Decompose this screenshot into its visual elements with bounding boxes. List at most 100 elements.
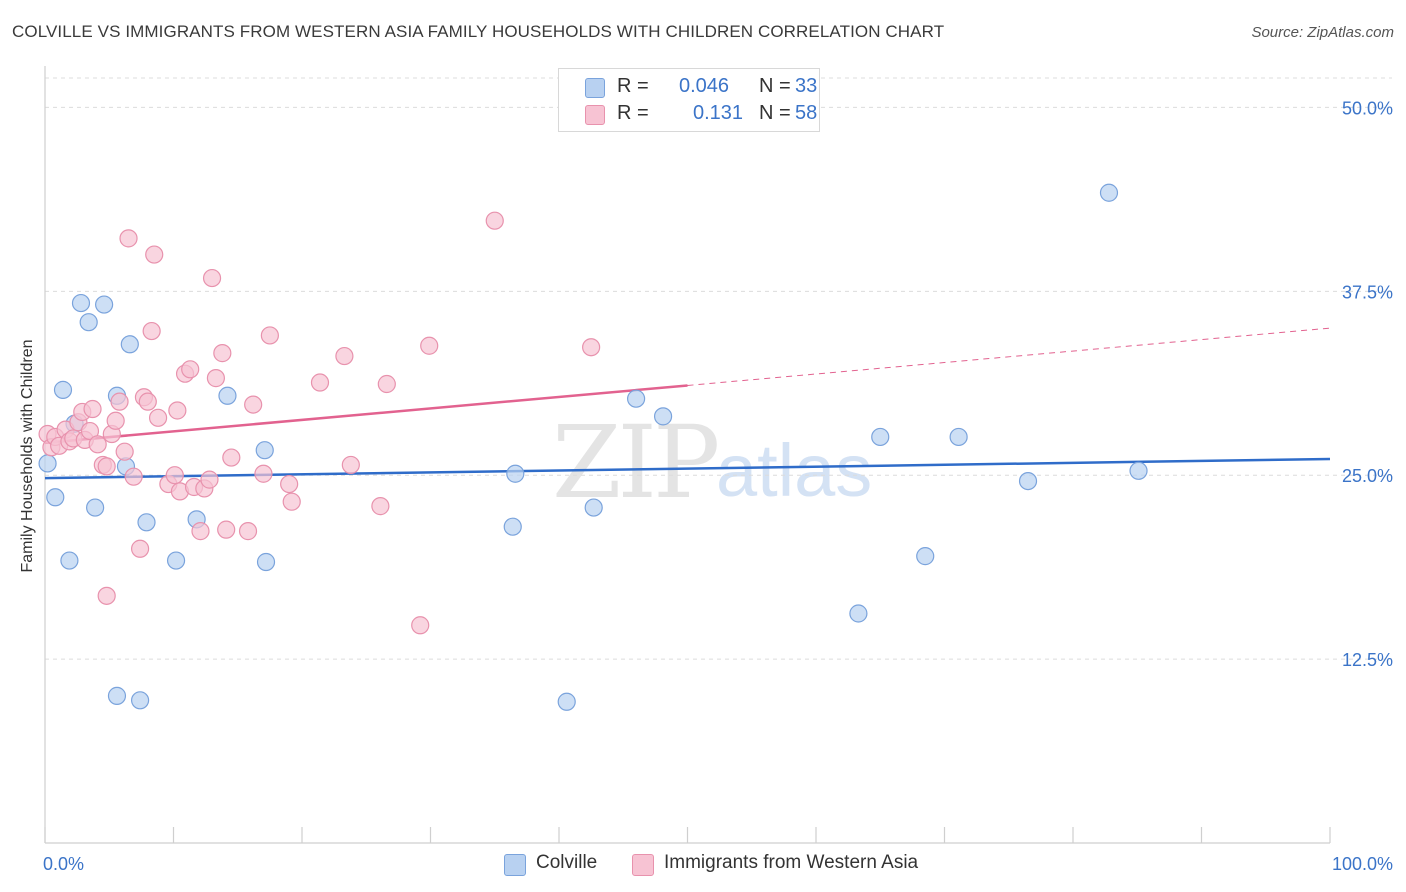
colville-point [506, 464, 525, 483]
colville-point [60, 551, 79, 570]
western-asia-point [310, 373, 330, 392]
colville-point [79, 313, 98, 332]
legend-r-value: 0.131 [693, 102, 744, 124]
colville-point [1099, 183, 1119, 202]
western-asia-point [138, 392, 157, 411]
data-points [38, 183, 1148, 711]
colville-point [86, 498, 105, 517]
western-asia-point [97, 457, 116, 476]
colville-point [256, 552, 276, 572]
colville-point [71, 293, 91, 313]
western-asia-point [411, 616, 430, 635]
western-asia-point [582, 338, 601, 357]
legend-r-label: R = [617, 75, 649, 97]
colville-point [95, 295, 114, 314]
western-asia-point [254, 464, 273, 483]
colville-point [53, 380, 73, 399]
western-asia-point [377, 374, 396, 394]
western-asia-point [217, 520, 236, 539]
western-asia-point [106, 411, 125, 430]
western-asia-point [280, 474, 299, 494]
colville-point [1129, 461, 1148, 480]
western-asia-point [341, 455, 360, 475]
colville-point [584, 498, 603, 517]
colville-point [916, 547, 935, 566]
western-asia-point [145, 245, 164, 264]
colville-point [46, 488, 65, 507]
western-asia-point [191, 522, 210, 541]
western-asia-point [222, 448, 241, 467]
colville-point [120, 335, 139, 354]
western-asia-point [206, 369, 226, 388]
source-label: Source: ZipAtlas.com [1251, 24, 1394, 41]
x-tick-label: 0.0% [43, 854, 84, 874]
western-asia-point [97, 586, 116, 605]
western-asia-point [244, 395, 263, 414]
trend-line-solid-1 [44, 384, 688, 445]
colville-point [849, 604, 868, 623]
y-tick-label: 12.5% [1342, 650, 1393, 670]
colville-point [137, 513, 156, 532]
western-asia-point [485, 211, 504, 230]
western-asia-swatch-icon [585, 105, 605, 125]
colville-point [218, 386, 237, 405]
western-asia-point [335, 346, 354, 366]
western-asia-point [142, 321, 161, 341]
legend-n-label: N = [759, 102, 791, 124]
legend-r-value: 0.046 [679, 75, 730, 97]
trend-line-dashed-1 [687, 327, 1331, 386]
colville-point [166, 551, 186, 570]
legend-n-value: 33 [795, 75, 818, 97]
chart-title: COLVILLE VS IMMIGRANTS FROM WESTERN ASIA… [12, 22, 945, 41]
bottom-legend-label: Colville [536, 852, 598, 873]
y-tick-label: 37.5% [1342, 282, 1393, 302]
colville-point [255, 441, 274, 460]
colville-point [557, 692, 576, 711]
western-asia-point [119, 229, 138, 248]
colville-point [653, 407, 673, 426]
watermark-atlas: atlas [716, 429, 873, 512]
legend-r-label: R = [617, 102, 649, 124]
stats-legend: R = 0.046 N = 33 R = 0.131 N = 58 [558, 68, 820, 132]
colville-point [949, 427, 968, 447]
western-asia-point [181, 360, 200, 379]
y-tick-label: 50.0% [1342, 98, 1393, 118]
western-asia-point [115, 442, 134, 461]
western-asia-point [260, 326, 279, 345]
western-asia-point [88, 435, 107, 454]
western-asia-point [238, 522, 258, 541]
legend-n-value: 58 [795, 102, 818, 124]
western-asia-point [124, 467, 143, 486]
colville-point [38, 454, 57, 473]
western-asia-point [165, 466, 184, 485]
colville-point [503, 517, 522, 536]
colville-point [626, 389, 646, 408]
western-asia-point [200, 470, 219, 489]
y-tick-label: 25.0% [1342, 466, 1393, 486]
western-asia-point [202, 268, 222, 288]
western-asia-point [83, 399, 102, 419]
axes [44, 66, 1331, 844]
western-asia-point [420, 336, 439, 355]
western-asia-point [213, 344, 232, 363]
western-asia-point [282, 492, 301, 511]
western-asia-point [371, 497, 390, 516]
western-asia-swatch-icon [632, 854, 654, 876]
tick-labels: 12.5% 25.0% 37.5% 50.0% 0.0% 100.0% [43, 98, 1393, 874]
legend-n-label: N = [759, 75, 791, 97]
western-asia-point [130, 539, 150, 558]
gridlines [45, 77, 1392, 660]
colville-point [1018, 471, 1038, 491]
western-asia-point [110, 392, 129, 411]
colville-swatch-icon [504, 854, 526, 876]
western-asia-point [148, 408, 168, 427]
western-asia-point [168, 401, 187, 420]
watermark-zip: ZIP [552, 404, 720, 521]
bottom-legend-label: Immigrants from Western Asia [664, 852, 919, 873]
colville-point [130, 691, 150, 710]
colville-point [871, 427, 890, 447]
x-tick-label: 100.0% [1332, 854, 1393, 874]
colville-swatch-icon [585, 78, 605, 98]
colville-point [107, 686, 127, 705]
